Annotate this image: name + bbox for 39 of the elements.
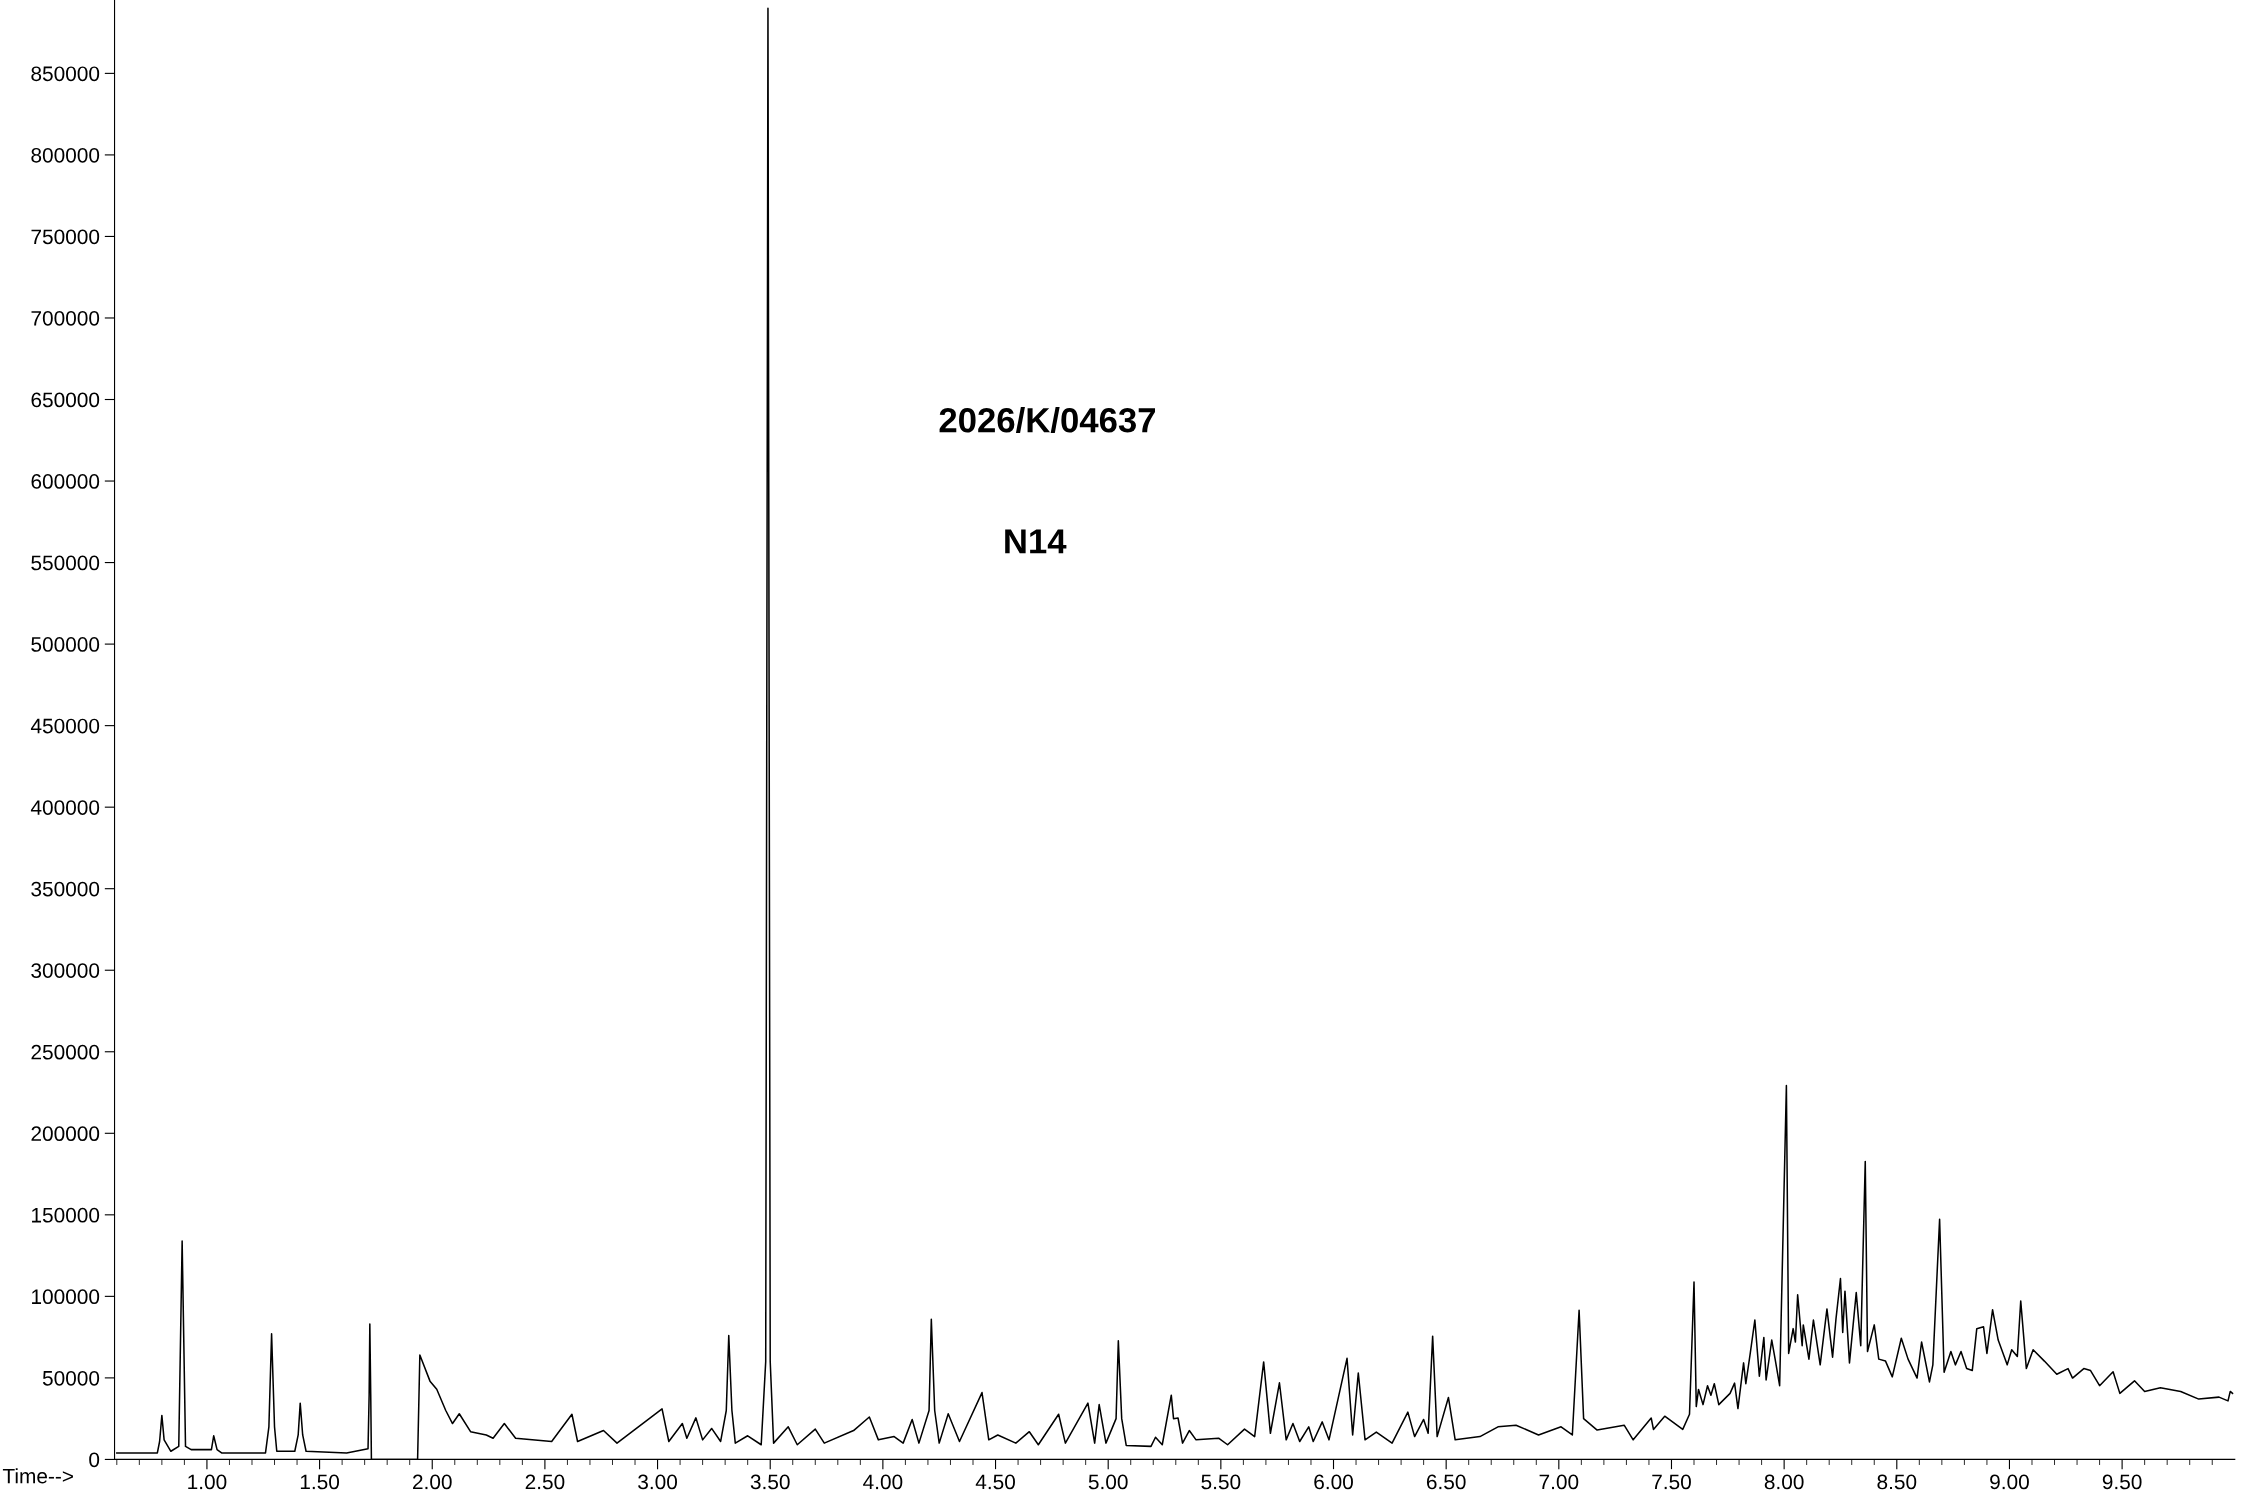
x-tick-label: 6.50 — [1426, 1474, 1466, 1490]
x-tick-label: 5.00 — [1088, 1474, 1128, 1490]
y-tick-label: 850000 — [31, 66, 100, 82]
y-tick-label: 300000 — [31, 963, 100, 978]
x-tick-label: 8.00 — [1764, 1474, 1804, 1490]
y-tick-label: 500000 — [31, 637, 100, 652]
x-tick-label: 9.00 — [1990, 1474, 2029, 1490]
y-tick-label: 450000 — [30, 718, 100, 734]
x-tick-label: 8.50 — [1877, 1474, 1917, 1490]
y-tick-label: 50000 — [42, 1370, 100, 1386]
x-tick-label: 4.00 — [863, 1474, 903, 1490]
x-tick-label: 7.50 — [1652, 1474, 1691, 1490]
y-tick-label: 100000 — [32, 1289, 100, 1305]
y-tick-label: 650000 — [31, 392, 100, 408]
x-axis-title: Time--> — [2, 1468, 73, 1484]
x-tick-label: 3.50 — [750, 1474, 790, 1490]
y-tick-label: 200000 — [31, 1126, 100, 1142]
y-tick-label: 150000 — [32, 1207, 100, 1223]
y-tick-label: 750000 — [31, 229, 100, 245]
y-tick-label: 700000 — [31, 310, 100, 326]
y-tick-label: 550000 — [31, 555, 100, 571]
y-tick-label: 0 — [89, 1452, 100, 1468]
y-tick-label: 250000 — [31, 1044, 100, 1060]
x-tick-label: 5.50 — [1201, 1474, 1241, 1490]
x-tick-label: 7.00 — [1539, 1474, 1579, 1490]
annotation: 2026/K/04637 — [939, 407, 1156, 433]
x-tick-label: 9.50 — [2102, 1474, 2142, 1490]
x-tick-label: 2.00 — [413, 1474, 452, 1490]
y-tick-label: 350000 — [31, 881, 100, 897]
x-tick-label: 3.00 — [638, 1474, 678, 1490]
x-tick-label: 1.50 — [300, 1474, 340, 1490]
y-tick-label: 400000 — [30, 800, 100, 815]
annotation: N14 — [1005, 529, 1067, 554]
x-tick-label: 1.00 — [188, 1474, 227, 1490]
y-tick-label: 600000 — [31, 474, 100, 489]
y-tick-label: 800000 — [31, 147, 100, 163]
x-tick-label: 2.50 — [525, 1474, 565, 1490]
x-tick-label: 6.00 — [1314, 1474, 1353, 1490]
x-tick-label: 4.50 — [975, 1474, 1015, 1490]
